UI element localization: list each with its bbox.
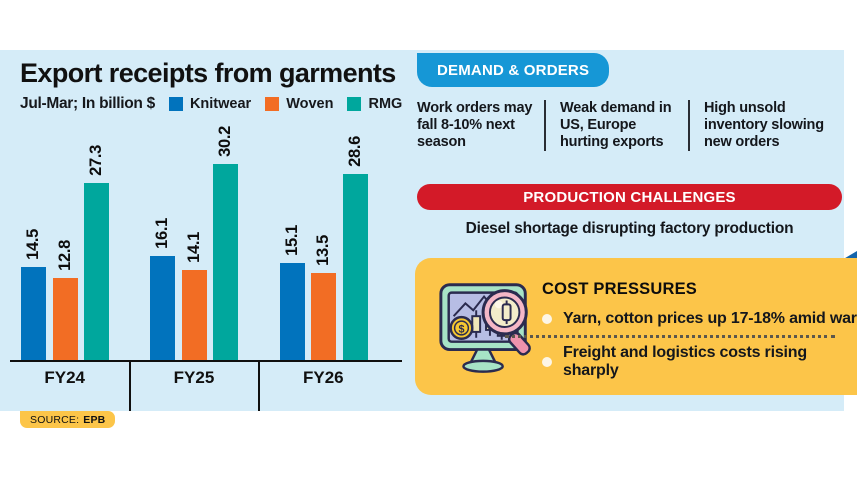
bar-value-label: 15.1 [283, 225, 301, 256]
bar-value-label: 12.8 [56, 240, 74, 271]
source-value: EPB [83, 414, 106, 426]
x-axis-label-fy24: FY24 [44, 368, 85, 387]
bar-value-label: 28.6 [346, 136, 364, 167]
bar-value-label: 13.5 [314, 235, 332, 266]
knitwear-swatch-icon [168, 97, 183, 111]
production-challenges-badge: PRODUCTION CHALLENGES [417, 184, 842, 210]
bar-knitwear-fy24 [21, 267, 46, 362]
bar-rmg-fy24 [84, 183, 109, 362]
bar-knitwear-fy25 [150, 256, 175, 362]
production-challenges-text: Diesel shortage disrupting factory produ… [465, 220, 794, 237]
category-separator [258, 362, 260, 411]
legend-label: Woven [286, 96, 334, 112]
source-label: SOURCE: [30, 414, 80, 426]
legend-item-woven: Woven [265, 96, 333, 112]
bar-value-label: 14.1 [185, 232, 203, 263]
bar-woven-fy26 [311, 273, 336, 362]
x-axis-label-fy26: FY26 [303, 368, 344, 387]
demand-item: Work orders may fall 8-10% next season [417, 100, 533, 151]
cost-pressures-panel: $ COST PRESSURES Yarn, cotton prices up … [415, 258, 857, 395]
dotted-divider [505, 335, 835, 338]
bar-knitwear-fy26 [280, 263, 305, 362]
legend-label: RMG [368, 96, 403, 112]
demand-item: High unsold inventory slowing new orders [688, 100, 842, 152]
chart-legend: Knitwear Woven RMG [168, 96, 402, 112]
cost-bullet-item: Yarn, cotton prices up 17-18% amid war [542, 310, 857, 328]
cost-bullet-item: Freight and logistics costs rising sharp… [542, 344, 857, 380]
x-axis-label-fy25: FY25 [173, 368, 215, 387]
cost-pressures-heading: COST PRESSURES [542, 280, 697, 298]
bullet-icon [542, 357, 552, 367]
market-analysis-monitor-icon: $ [439, 283, 531, 373]
rmg-swatch-icon [347, 97, 362, 111]
legend-label: Knitwear [189, 96, 252, 112]
chart-title: Export receipts from garments [20, 58, 396, 88]
legend-item-rmg: RMG [347, 96, 402, 112]
legend-item-knitwear: Knitwear [168, 96, 252, 112]
chart-subtitle-row: Jul-Mar; In billion $ Knitwear Woven RMG [20, 95, 405, 113]
bar-chart: 14.5 12.8 27.3 16.1 14.1 30.2 15.1 13.5 28.6 [0, 50, 410, 362]
demand-item: Weak demand in US, Europe hurting export… [544, 100, 688, 152]
demand-orders-items: Work orders may fall 8-10% next season W… [417, 100, 842, 152]
bar-rmg-fy26 [343, 174, 368, 362]
svg-text:$: $ [458, 323, 464, 335]
chart-subtitle: Jul-Mar; In billion $ [20, 95, 155, 112]
x-axis-line [10, 360, 402, 362]
x-axis-labels: FY24 FY25 FY26 [0, 368, 388, 388]
bar-rmg-fy25 [213, 164, 238, 362]
bar-woven-fy25 [182, 270, 207, 362]
bullet-icon [542, 314, 552, 324]
bar-value-label: 16.1 [153, 218, 171, 249]
demand-orders-badge: DEMAND & ORDERS [417, 53, 610, 87]
category-separator [129, 362, 131, 411]
bar-value-label: 14.5 [24, 229, 42, 260]
cost-bullet-text: Yarn, cotton prices up 17-18% amid war [563, 310, 857, 327]
cost-bullet-text: Freight and logistics costs rising sharp… [563, 344, 807, 379]
bar-woven-fy24 [53, 278, 78, 362]
woven-swatch-icon [265, 97, 280, 111]
bar-value-label: 30.2 [216, 126, 234, 157]
bar-value-label: 27.3 [87, 145, 105, 176]
source-badge: SOURCE: EPB [20, 411, 116, 428]
